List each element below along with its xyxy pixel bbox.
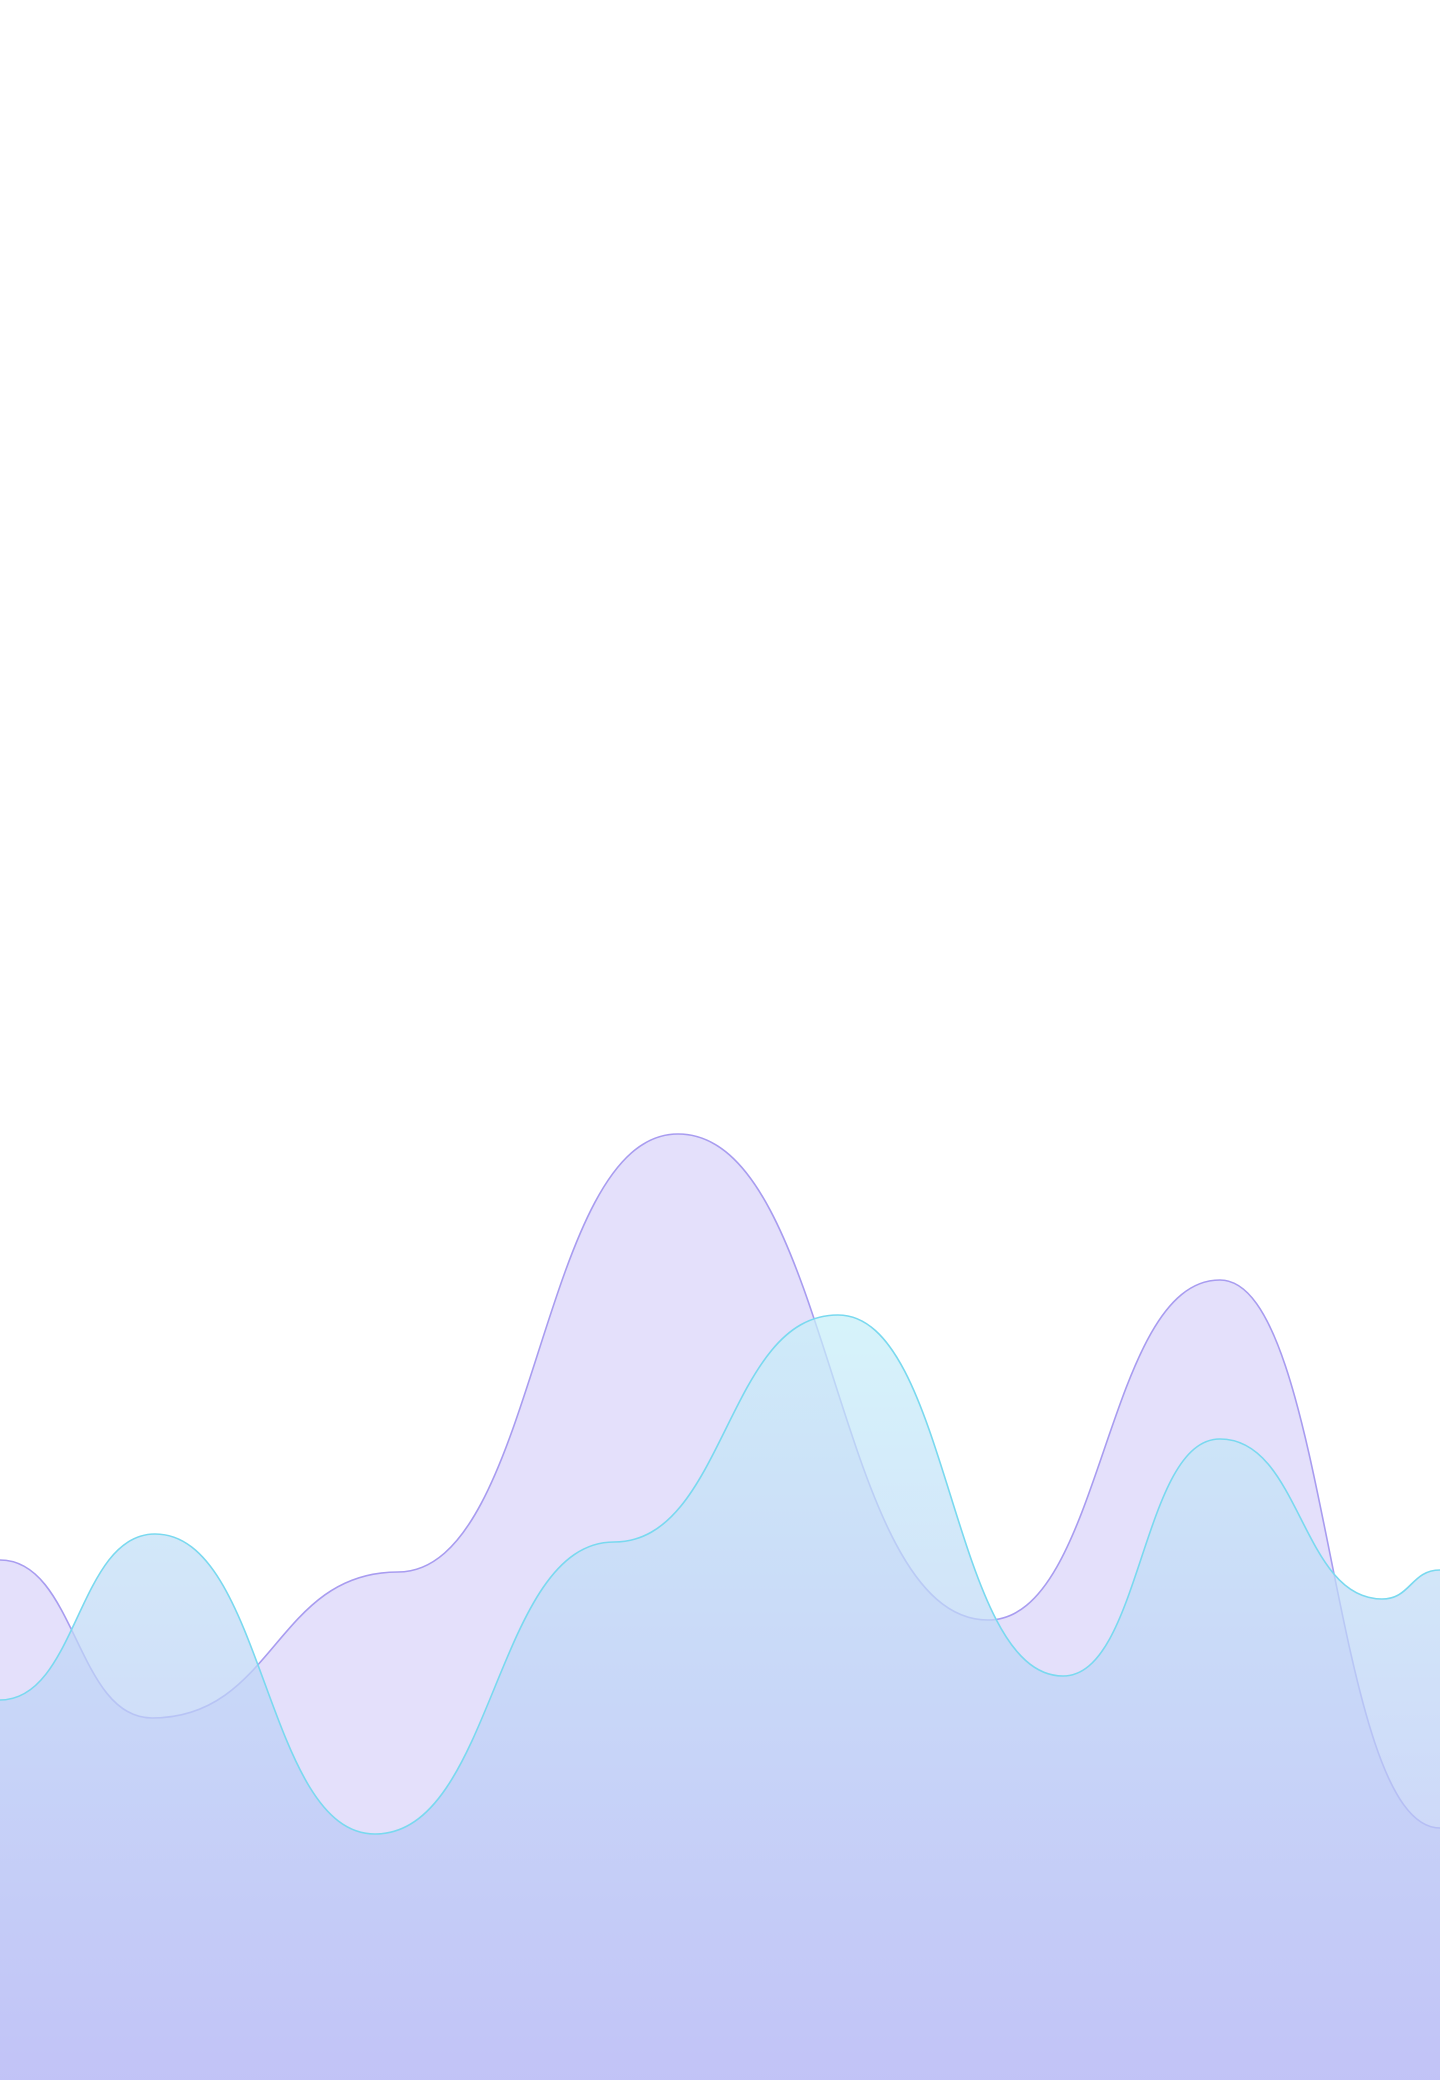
series-layer (0, 1133, 1440, 2080)
series-b-line (0, 1314, 1440, 1835)
series-b-area (0, 1315, 1440, 2080)
